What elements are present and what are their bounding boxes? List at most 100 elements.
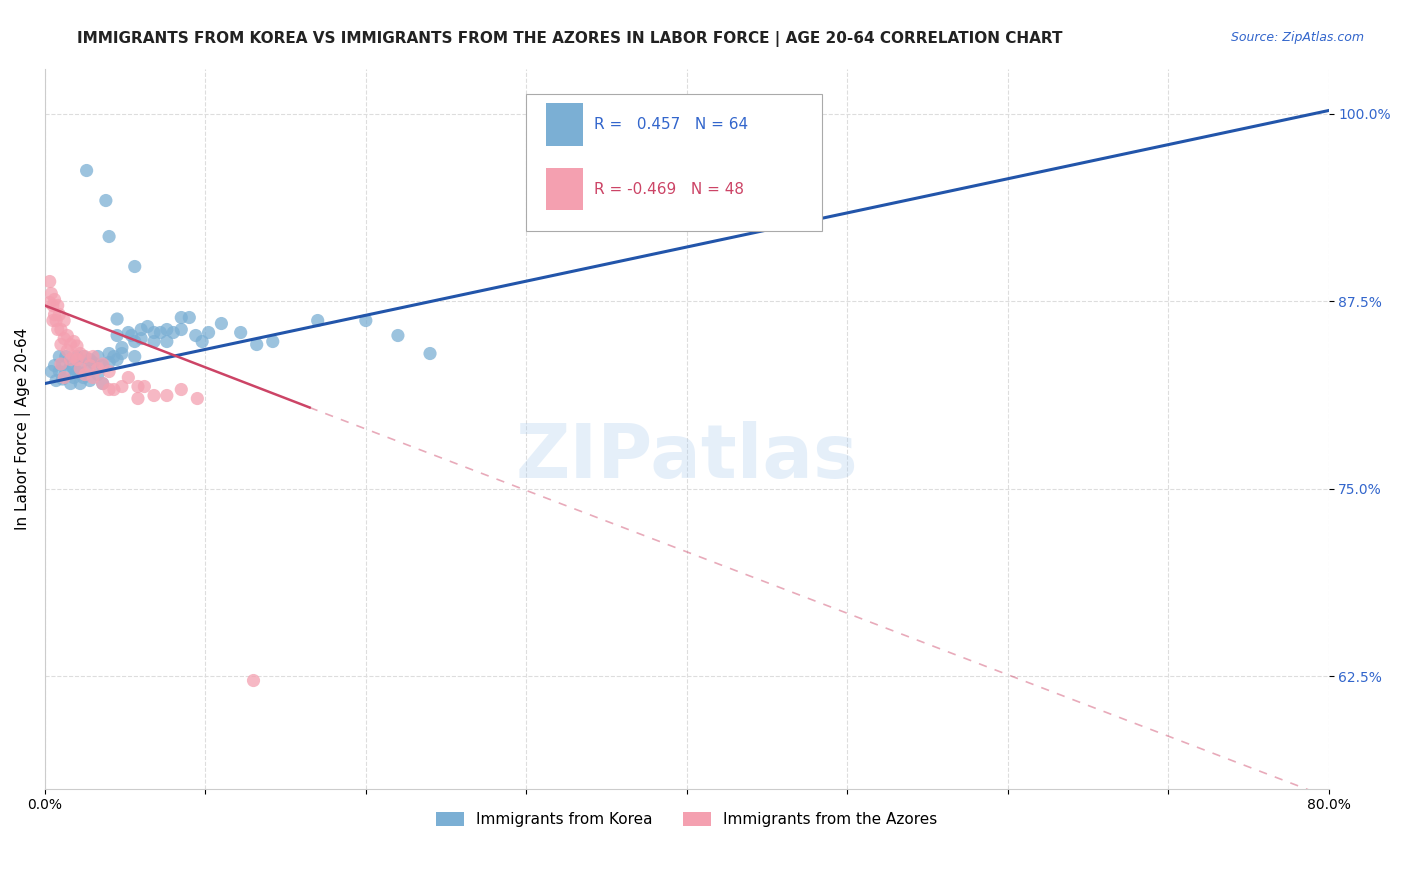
Point xyxy=(69,346,91,360)
Point xyxy=(127,379,149,393)
Point xyxy=(98,365,121,379)
Point xyxy=(156,334,179,349)
Point xyxy=(73,368,96,382)
Point xyxy=(117,326,139,340)
Point xyxy=(242,673,264,688)
Point xyxy=(48,308,70,322)
Point xyxy=(72,370,94,384)
Point xyxy=(129,322,152,336)
Point xyxy=(55,350,77,364)
Point xyxy=(42,313,65,327)
Point xyxy=(51,357,73,371)
Point xyxy=(62,334,84,349)
Point xyxy=(46,322,69,336)
Point xyxy=(59,359,82,373)
Point xyxy=(262,334,284,349)
Point xyxy=(162,326,184,340)
Point xyxy=(44,308,66,322)
Point xyxy=(66,352,89,367)
Point xyxy=(136,319,159,334)
Point xyxy=(59,352,82,367)
Point xyxy=(184,328,207,343)
Point xyxy=(66,350,89,364)
Point xyxy=(91,376,114,391)
Point xyxy=(62,370,84,384)
Point xyxy=(98,346,121,360)
Point xyxy=(127,392,149,406)
Point xyxy=(66,365,89,379)
Point xyxy=(38,275,60,289)
Point xyxy=(105,352,128,367)
Point xyxy=(76,163,98,178)
Text: R = -0.469   N = 48: R = -0.469 N = 48 xyxy=(595,182,744,196)
Point xyxy=(45,313,67,327)
Point xyxy=(229,326,252,340)
Point xyxy=(91,357,114,371)
Y-axis label: In Labor Force | Age 20-64: In Labor Force | Age 20-64 xyxy=(15,327,31,530)
Point xyxy=(49,357,72,371)
Point xyxy=(307,313,329,327)
Point xyxy=(73,350,96,364)
Point xyxy=(44,293,66,307)
Point xyxy=(186,392,208,406)
Point xyxy=(246,337,269,351)
Point xyxy=(56,328,79,343)
Point xyxy=(111,379,134,393)
Point xyxy=(117,370,139,384)
Point xyxy=(143,388,166,402)
Point xyxy=(56,343,79,358)
Point xyxy=(46,299,69,313)
FancyBboxPatch shape xyxy=(546,103,582,145)
Point xyxy=(44,359,66,373)
Point xyxy=(48,350,70,364)
Point xyxy=(103,383,125,397)
Point xyxy=(59,376,82,391)
Point xyxy=(170,383,193,397)
Point xyxy=(94,194,117,208)
Point xyxy=(156,322,179,336)
Point xyxy=(156,388,179,402)
Point xyxy=(197,326,219,340)
Point xyxy=(129,332,152,346)
Text: Source: ZipAtlas.com: Source: ZipAtlas.com xyxy=(1230,31,1364,45)
Point xyxy=(91,376,114,391)
Text: R =   0.457   N = 64: R = 0.457 N = 64 xyxy=(595,117,748,132)
Point xyxy=(62,350,84,364)
Point xyxy=(53,313,76,327)
Point xyxy=(103,350,125,364)
Point xyxy=(39,286,62,301)
Point xyxy=(121,328,143,343)
Point xyxy=(69,376,91,391)
Point xyxy=(49,337,72,351)
Point xyxy=(53,332,76,346)
Point xyxy=(387,328,409,343)
Point xyxy=(53,370,76,384)
Point xyxy=(143,326,166,340)
Point xyxy=(69,361,91,376)
Point xyxy=(82,355,104,369)
Point xyxy=(38,295,60,310)
Point xyxy=(66,339,89,353)
Point xyxy=(143,334,166,349)
Point xyxy=(42,299,65,313)
Point xyxy=(91,359,114,373)
Point xyxy=(134,379,156,393)
Point xyxy=(170,310,193,325)
Point xyxy=(82,370,104,384)
Point xyxy=(209,317,232,331)
Point xyxy=(72,350,94,364)
Point xyxy=(98,355,121,369)
Legend: Immigrants from Korea, Immigrants from the Azores: Immigrants from Korea, Immigrants from t… xyxy=(429,805,945,835)
Point xyxy=(62,361,84,376)
Point xyxy=(105,328,128,343)
Point xyxy=(87,361,110,376)
Point xyxy=(48,365,70,379)
Point xyxy=(79,359,101,373)
FancyBboxPatch shape xyxy=(546,168,582,211)
Text: ZIPatlas: ZIPatlas xyxy=(516,421,858,494)
Point xyxy=(49,322,72,336)
Point xyxy=(59,337,82,351)
Point xyxy=(76,365,98,379)
Point xyxy=(69,359,91,373)
Point xyxy=(45,374,67,388)
